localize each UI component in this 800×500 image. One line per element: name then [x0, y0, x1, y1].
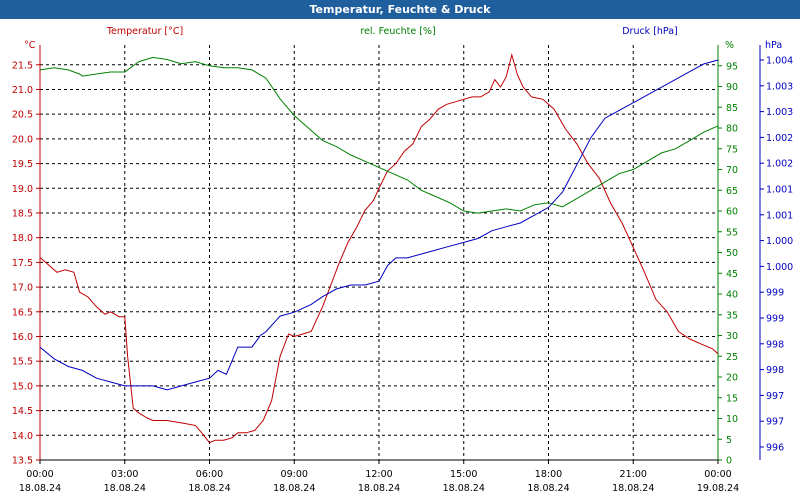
x-tick-time: 09:00 [281, 469, 308, 480]
temperature-unit: °C [24, 40, 36, 51]
x-tick-time: 21:00 [620, 469, 647, 480]
series-lines [39, 52, 719, 444]
temperature-tick-label: 15.0 [12, 381, 33, 392]
humidity-tick-label: 40 [726, 290, 738, 301]
pressure-tick-label: 1.003 [766, 81, 793, 92]
chart-title: Temperatur, Feuchte & Druck [309, 3, 491, 16]
x-tick-time: 03:00 [111, 469, 138, 480]
humidity-series-line [39, 56, 719, 214]
pressure-tick-label: 1.001 [766, 185, 793, 196]
pressure-tick-label: 997 [766, 417, 784, 428]
temperature-tick-label: 21.0 [12, 85, 33, 96]
pressure-series-line [39, 59, 719, 391]
pressure-tick-label: 999 [766, 288, 784, 299]
humidity-tick-label: 5 [726, 435, 732, 446]
x-tick-time: 15:00 [450, 469, 477, 480]
x-tick-date: 18.08.24 [358, 483, 400, 494]
x-tick-date: 18.08.24 [104, 483, 146, 494]
pressure-tick-label: 1.000 [766, 236, 793, 247]
humidity-tick-label: 55 [726, 227, 738, 238]
humidity-tick-label: 50 [726, 248, 738, 259]
humidity-tick-label: 30 [726, 331, 738, 342]
pressure-tick-label: 998 [766, 339, 784, 350]
humidity-tick-label: 80 [726, 124, 738, 135]
temperature-tick-label: 17.0 [12, 283, 33, 294]
temperature-tick-label: 20.0 [12, 134, 33, 145]
temperature-tick-label: 16.0 [12, 332, 33, 343]
humidity-tick-label: 95 [726, 61, 738, 72]
pressure-tick-label: 1.002 [766, 133, 793, 144]
humidity-tick-label: 35 [726, 310, 738, 321]
x-tick-time: 06:00 [196, 469, 223, 480]
x-tick-date: 18.08.24 [443, 483, 485, 494]
temperature-tick-label: 13.5 [12, 456, 33, 467]
temperature-legend: Temperatur [°C] [106, 26, 183, 37]
humidity-tick-label: 10 [726, 414, 738, 425]
humidity-tick-label: 15 [726, 393, 738, 404]
humidity-tick-label: 90 [726, 82, 738, 93]
x-tick-date: 18.08.24 [19, 483, 61, 494]
humidity-tick-label: 60 [726, 207, 738, 218]
humidity-tick-label: 25 [726, 352, 738, 363]
temperature-tick-label: 19.0 [12, 184, 33, 195]
pressure-tick-label: 999 [766, 314, 784, 325]
pressure-tick-label: 1.003 [766, 107, 793, 118]
temperature-tick-label: 19.5 [12, 159, 33, 170]
temperature-tick-label: 16.5 [12, 307, 33, 318]
temperature-axis: 13.5 14.0 14.5 15.0 15.5 16.0 16.5 17.0 17.5 18.0… [12, 60, 40, 467]
x-tick-date: 18.08.24 [527, 483, 569, 494]
x-tick-time: 12:00 [365, 469, 392, 480]
x-tick-date: 19.08.24 [697, 483, 739, 494]
pressure-tick-label: 998 [766, 365, 784, 376]
humidity-unit: % [725, 40, 734, 51]
humidity-legend: rel. Feuchte [%] [360, 26, 435, 37]
pressure-tick-label: 997 [766, 391, 784, 402]
humidity-axis: 0 5 10 15 20 25 30 35 40 45 50 55 60 65 70 75 80 85 90 95 [718, 61, 738, 467]
x-tick-date: 18.08.24 [612, 483, 654, 494]
title-bar: Temperatur, Feuchte & Druck [0, 0, 800, 19]
temperature-tick-label: 20.5 [12, 110, 33, 121]
humidity-tick-label: 20 [726, 373, 738, 384]
pressure-tick-label: 1.004 [766, 56, 793, 67]
pressure-tick-label: 996 [766, 443, 784, 454]
temperature-tick-label: 18.0 [12, 233, 33, 244]
temperature-tick-label: 14.0 [12, 431, 33, 442]
temperature-tick-label: 21.5 [12, 60, 33, 71]
humidity-tick-label: 45 [726, 269, 738, 280]
pressure-legend: Druck [hPa] [622, 26, 678, 37]
humidity-tick-label: 70 [726, 165, 738, 176]
x-tick-date: 18.08.24 [188, 483, 230, 494]
humidity-tick-label: 65 [726, 186, 738, 197]
x-tick-time: 00:00 [26, 469, 53, 480]
temperature-tick-label: 17.5 [12, 258, 33, 269]
x-tick-date: 18.08.24 [273, 483, 315, 494]
temperature-tick-label: 14.5 [12, 406, 33, 417]
humidity-tick-label: 85 [726, 103, 738, 114]
temperature-tick-label: 18.5 [12, 208, 33, 219]
temperature-series-line [39, 52, 719, 444]
humidity-tick-label: 75 [726, 144, 738, 155]
x-tick-time: 18:00 [535, 469, 562, 480]
pressure-tick-label: 1.002 [766, 159, 793, 170]
humidity-tick-label: 0 [726, 456, 732, 467]
pressure-unit: hPa [765, 40, 782, 51]
x-axis: 00:00 18.08.24 03:00 18.08.24 06:00 18.08.24 0… [19, 460, 739, 494]
pressure-axis: 996 997 997 998 998 999 999 1.000 1.000 1.001 1.00… [759, 45, 793, 460]
temperature-tick-label: 15.5 [12, 357, 33, 368]
pressure-tick-label: 1.001 [766, 210, 793, 221]
pressure-tick-label: 1.000 [766, 262, 793, 273]
x-tick-time: 00:00 [704, 469, 731, 480]
